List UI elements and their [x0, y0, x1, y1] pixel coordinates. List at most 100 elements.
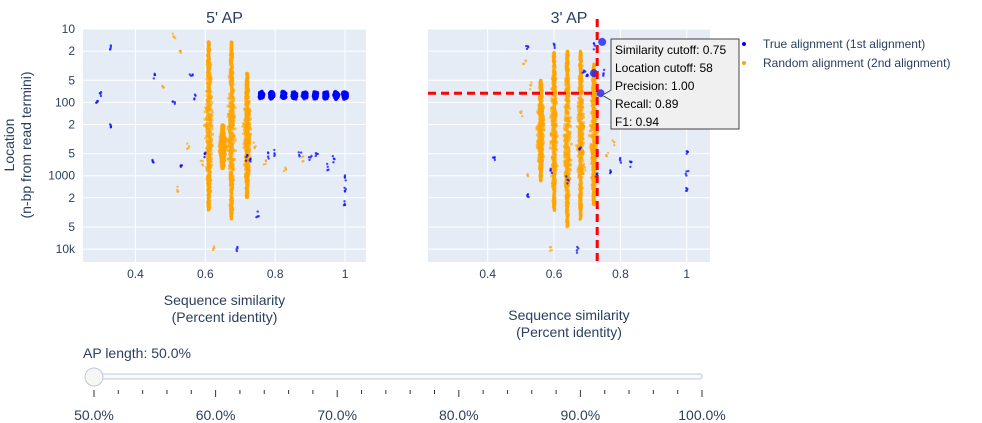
y-tick-label: 10: [62, 22, 76, 36]
random-alignment-point: [568, 130, 572, 134]
random-alignment-point: [552, 82, 556, 87]
random-alignment-point: [244, 110, 249, 114]
random-alignment-point: [245, 148, 249, 153]
y-axis-subtitle: (n-bp from read termini): [18, 71, 34, 218]
random-alignment-point: [246, 173, 250, 178]
random-alignment-point: [245, 80, 249, 84]
true-alignment-point: [333, 158, 336, 161]
random-alignment-point: [209, 121, 213, 125]
random-alignment-point: [230, 72, 235, 76]
random-alignment-point: [246, 89, 250, 93]
x-tick-label: 1: [342, 267, 349, 281]
true-alignment-point: [245, 155, 248, 159]
y-tick-label: 2: [68, 117, 75, 131]
random-alignment-point: [232, 141, 236, 145]
random-alignment-point: [565, 87, 569, 91]
random-alignment-point: [178, 49, 181, 53]
random-alignment-point: [245, 164, 249, 169]
random-alignment-point: [550, 106, 554, 110]
true-alignment-point: [344, 188, 348, 191]
random-alignment-point: [210, 125, 214, 129]
random-alignment-point: [565, 78, 569, 83]
random-alignment-point: [552, 105, 557, 109]
random-alignment-point: [221, 145, 225, 149]
true-alignment-point: [343, 203, 347, 207]
random-alignment-point: [212, 247, 215, 250]
random-alignment-point: [204, 123, 208, 127]
random-alignment-point: [228, 130, 232, 134]
random-alignment-point: [207, 86, 211, 90]
random-alignment-point: [208, 83, 212, 87]
random-alignment-point: [552, 70, 556, 74]
random-alignment-point: [244, 138, 248, 142]
true-alignment-point: [334, 97, 338, 102]
random-alignment-point: [245, 187, 249, 191]
random-alignment-point: [549, 142, 553, 146]
random-alignment-point: [203, 117, 207, 121]
true-alignment-point: [193, 97, 196, 100]
random-alignment-point: [205, 90, 209, 94]
random-alignment-point: [243, 118, 247, 122]
true-alignment-point: [98, 92, 102, 95]
random-alignment-point: [206, 184, 211, 188]
random-alignment-point: [245, 183, 249, 187]
random-alignment-point: [228, 102, 233, 106]
random-alignment-point: [186, 142, 189, 145]
random-alignment-point: [210, 138, 214, 142]
random-alignment-point: [207, 167, 211, 171]
true-alignment-point: [343, 94, 348, 98]
x-tick-labels-5ap: 0.4 0.6 0.8 1: [127, 267, 349, 281]
random-alignment-point: [262, 163, 265, 166]
true-alignment-point: [255, 216, 258, 219]
random-alignment-point: [206, 159, 210, 163]
random-alignment-point: [230, 207, 234, 211]
random-alignment-point: [284, 167, 288, 171]
random-alignment-point: [244, 195, 248, 199]
random-alignment-point: [206, 204, 210, 208]
random-alignment-point: [231, 138, 235, 142]
random-alignment-point: [245, 191, 249, 195]
random-alignment-point: [564, 141, 568, 145]
random-alignment-point: [565, 151, 569, 155]
random-alignment-point: [552, 208, 557, 212]
random-alignment-point: [553, 137, 557, 141]
true-alignment-point: [204, 151, 207, 154]
random-alignment-point: [566, 162, 570, 166]
true-alignment-point: [293, 95, 298, 99]
data-points-5ap: [95, 32, 350, 253]
random-alignment-point: [247, 137, 251, 141]
true-alignment-point: [326, 169, 329, 172]
true-alignment-point: [309, 156, 312, 159]
x-axis-title-5ap: Sequence similarity: [164, 292, 285, 308]
random-alignment-point: [224, 138, 228, 142]
random-alignment-point: [208, 68, 212, 72]
random-alignment-point: [205, 176, 209, 180]
random-alignment-point: [566, 103, 570, 107]
true-alignment-point: [326, 162, 329, 166]
random-alignment-point: [552, 167, 556, 171]
x-tick-label: 0.4: [127, 267, 144, 281]
random-alignment-point: [229, 61, 233, 65]
true-alignment-point: [333, 90, 337, 95]
true-alignment-point: [236, 245, 239, 249]
true-alignment-point: [266, 155, 270, 158]
random-alignment-point: [549, 133, 554, 137]
true-alignment-point: [273, 148, 276, 152]
random-alignment-point: [253, 146, 256, 150]
true-alignment-point: [244, 159, 248, 162]
random-alignment-point: [221, 132, 225, 136]
random-alignment-point: [218, 149, 222, 153]
random-alignment-point: [248, 117, 253, 121]
random-alignment-point: [246, 170, 250, 174]
random-alignment-point: [252, 141, 255, 144]
random-alignment-point: [230, 65, 234, 70]
random-alignment-point: [563, 128, 567, 132]
true-alignment-point: [326, 165, 329, 168]
random-alignment-point: [243, 142, 247, 146]
random-alignment-point: [229, 92, 234, 96]
random-alignment-point: [564, 83, 568, 87]
random-alignment-point: [244, 177, 248, 181]
true-alignment-point: [152, 161, 155, 164]
